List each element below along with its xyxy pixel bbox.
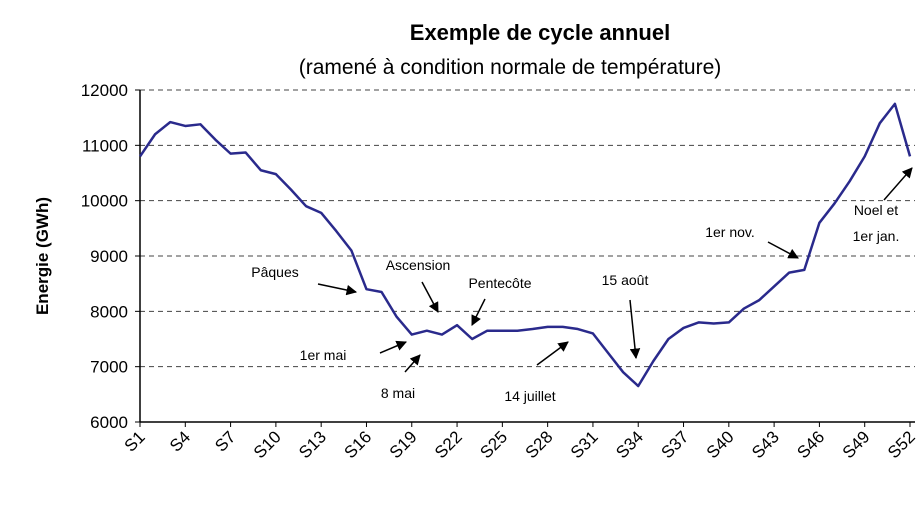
annotation-arrow: [317, 283, 358, 296]
x-tick-label: S40: [703, 427, 738, 462]
y-tick-label: 6000: [90, 413, 128, 432]
x-tick-label: S7: [211, 427, 239, 455]
annotation: 8 mai: [381, 385, 415, 401]
annotation: 1er jan.: [853, 228, 900, 244]
annotation: 1er nov.: [705, 224, 755, 240]
annotation: 15 août: [602, 272, 649, 288]
x-tick-label: S4: [166, 427, 194, 455]
y-tick-label: 7000: [90, 358, 128, 377]
annotation-arrow: [379, 340, 407, 354]
x-tick-label: S13: [295, 427, 330, 462]
y-tick-label: 9000: [90, 247, 128, 266]
annotation: 1er mai: [300, 347, 347, 363]
x-tick-label: S19: [386, 427, 421, 462]
annotation-arrow: [767, 241, 799, 259]
y-axis-label: Energie (GWh): [33, 197, 52, 315]
x-tick-label: S43: [748, 427, 783, 462]
x-tick-label: S31: [567, 427, 602, 462]
x-tick-label: S52: [884, 427, 918, 462]
annotation-arrow: [883, 167, 913, 201]
x-tick-label: S28: [522, 427, 557, 462]
x-tick-label: S22: [431, 427, 466, 462]
annotation-arrow: [471, 298, 486, 326]
y-tick-label: 11000: [82, 136, 128, 155]
annotation: Noel et: [854, 202, 898, 218]
chart-subtitle: (ramené à condition normale de températu…: [299, 56, 722, 79]
x-tick-label: S25: [476, 427, 511, 462]
annotation: Pentecôte: [468, 275, 531, 291]
chart-title: Exemple de cycle annuel: [410, 20, 670, 45]
annotation-arrow: [404, 354, 421, 373]
annotation-arrow: [629, 299, 641, 360]
annotation: Pâques: [251, 264, 298, 280]
x-tick-label: S34: [612, 427, 647, 462]
x-tick-label: S46: [793, 427, 828, 462]
annotation: Ascension: [386, 257, 451, 273]
x-tick-label: S10: [250, 427, 285, 462]
y-tick-label: 12000: [81, 81, 128, 100]
annotation-arrow: [536, 341, 569, 366]
data-line: [138, 102, 912, 388]
y-tick-label: 8000: [90, 302, 128, 321]
x-tick-label: S37: [658, 427, 693, 462]
annotation-arrow: [421, 281, 439, 313]
y-tick-label: 10000: [81, 192, 128, 211]
x-tick-label: S16: [340, 427, 375, 462]
x-tick-label: S49: [839, 427, 874, 462]
annotation: 14 juillet: [504, 388, 555, 404]
